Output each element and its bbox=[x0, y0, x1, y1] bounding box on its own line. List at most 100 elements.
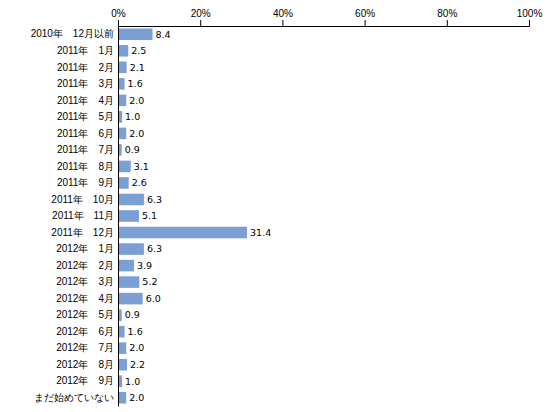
tick-line bbox=[282, 20, 283, 26]
tick-label: まだ始めていない bbox=[34, 392, 114, 403]
tick-label: 2011年 11月 bbox=[42, 210, 114, 221]
bar bbox=[118, 210, 139, 222]
data-label: 2.0 bbox=[129, 95, 144, 106]
tick: 2011年 1月 bbox=[47, 45, 118, 56]
data-label: 5.1 bbox=[142, 210, 157, 221]
bar bbox=[118, 62, 127, 74]
bar bbox=[118, 342, 126, 354]
tick-label: 2012年 4月 bbox=[46, 293, 114, 304]
data-label: 6.3 bbox=[147, 243, 162, 254]
tick-label: 2011年 6月 bbox=[47, 128, 114, 139]
axis-line bbox=[119, 20, 530, 27]
data-label: 1.6 bbox=[128, 78, 143, 89]
data-label: 2.5 bbox=[131, 45, 146, 56]
bar bbox=[118, 45, 128, 57]
tick-label: 100% bbox=[517, 8, 543, 19]
data-label: 2.0 bbox=[129, 128, 144, 139]
category-axis: 2010年 12月以前 2011年 1月 2011年 2月 2011年 3月 2… bbox=[31, 27, 119, 407]
tick-label: 2012年 9月 bbox=[46, 375, 114, 386]
tick: 2012年 9月 bbox=[46, 375, 118, 386]
tick: 2012年 7月 bbox=[46, 342, 118, 353]
tick: 100% bbox=[517, 8, 543, 26]
tick: 40% bbox=[273, 8, 293, 26]
tick: 2012年 6月 bbox=[46, 326, 118, 337]
data-label: 2.0 bbox=[129, 342, 144, 353]
tick: まだ始めていない bbox=[34, 392, 118, 403]
tick: 2011年 7月 bbox=[47, 144, 118, 155]
tick-label: 60% bbox=[355, 8, 375, 19]
bar bbox=[118, 392, 126, 404]
bar bbox=[118, 128, 126, 140]
tick-label: 2012年 2月 bbox=[46, 260, 114, 271]
tick-label: 2012年 6月 bbox=[46, 326, 114, 337]
tick-line bbox=[365, 20, 366, 26]
tick-line bbox=[447, 20, 448, 26]
tick-label: 2011年 1月 bbox=[47, 45, 114, 56]
value-axis: 0% 20% 40% 60% 80% 100% bbox=[111, 8, 542, 27]
tick-label: 2011年 10月 bbox=[41, 194, 114, 205]
data-label: 2.0 bbox=[129, 392, 144, 403]
tick: 2012年 2月 bbox=[46, 260, 118, 271]
tick: 2011年 6月 bbox=[47, 128, 118, 139]
bar bbox=[118, 194, 144, 206]
tick: 2011年 4月 bbox=[47, 95, 118, 106]
tick-label: 40% bbox=[273, 8, 293, 19]
data-label: 2.2 bbox=[130, 359, 145, 370]
tick-label: 0% bbox=[111, 8, 126, 19]
tick: 2011年 5月 bbox=[47, 111, 118, 122]
tick: 2012年 4月 bbox=[46, 293, 118, 304]
data-label: 2.6 bbox=[132, 177, 147, 188]
tick-line bbox=[529, 20, 530, 26]
tick-label: 2012年 7月 bbox=[46, 342, 114, 353]
bar bbox=[118, 161, 131, 173]
tick: 2011年 8月 bbox=[47, 161, 118, 172]
data-labels: 8.42.52.11.62.01.02.00.93.12.66.35.131.4… bbox=[125, 29, 272, 403]
bar bbox=[118, 28, 153, 40]
tick-label: 2011年 4月 bbox=[47, 95, 114, 106]
data-label: 5.2 bbox=[142, 276, 157, 287]
tick-label: 2010年 12月以前 bbox=[31, 28, 114, 39]
tick-label: 80% bbox=[437, 8, 457, 19]
tick-line bbox=[118, 20, 119, 26]
bar bbox=[118, 177, 129, 189]
tick-label: 2011年 3月 bbox=[47, 78, 114, 89]
chart: 0% 20% 40% 60% 80% 100% 2010年 12月以前 2011年 1月 2… bbox=[0, 0, 551, 412]
bar bbox=[118, 227, 247, 239]
bar bbox=[118, 293, 143, 305]
tick-label: 2011年 9月 bbox=[47, 177, 114, 188]
tick-label: 2011年 7月 bbox=[47, 144, 114, 155]
data-label: 1.6 bbox=[128, 326, 143, 337]
tick: 2011年 9月 bbox=[47, 177, 118, 188]
data-label: 1.0 bbox=[125, 111, 140, 122]
bars bbox=[118, 28, 247, 403]
tick-label: 2012年 8月 bbox=[46, 359, 114, 370]
bar bbox=[118, 276, 139, 288]
tick: 2011年 3月 bbox=[47, 78, 118, 89]
bar bbox=[118, 243, 144, 255]
tick: 2011年 10月 bbox=[41, 194, 118, 205]
data-label: 3.9 bbox=[137, 260, 152, 271]
tick-label: 20% bbox=[191, 8, 211, 19]
tick: 2012年 1月 bbox=[46, 243, 118, 254]
data-label: 0.9 bbox=[125, 309, 140, 320]
tick: 20% bbox=[191, 8, 211, 26]
data-label: 6.3 bbox=[147, 194, 162, 205]
plot-area: 0% 20% 40% 60% 80% 100% 2010年 12月以前 2011年 1月 2… bbox=[31, 8, 543, 407]
data-label: 1.0 bbox=[125, 376, 140, 387]
tick: 0% bbox=[111, 8, 126, 26]
tick-label: 2011年 2月 bbox=[47, 62, 114, 73]
axis-line bbox=[118, 27, 119, 407]
tick: 80% bbox=[437, 8, 457, 26]
tick: 60% bbox=[355, 8, 375, 26]
bar bbox=[118, 95, 126, 107]
tick: 2012年 5月 bbox=[46, 309, 118, 320]
data-label: 3.1 bbox=[134, 161, 149, 172]
tick-line bbox=[200, 20, 201, 26]
tick-label: 2012年 1月 bbox=[46, 243, 114, 254]
tick-label: 2011年 5月 bbox=[47, 111, 114, 122]
data-label: 6.0 bbox=[146, 293, 161, 304]
tick-label: 2011年 12月 bbox=[41, 227, 114, 238]
tick: 2011年 12月 bbox=[41, 227, 118, 238]
tick: 2012年 3月 bbox=[46, 276, 118, 287]
tick-label: 2011年 8月 bbox=[47, 161, 114, 172]
